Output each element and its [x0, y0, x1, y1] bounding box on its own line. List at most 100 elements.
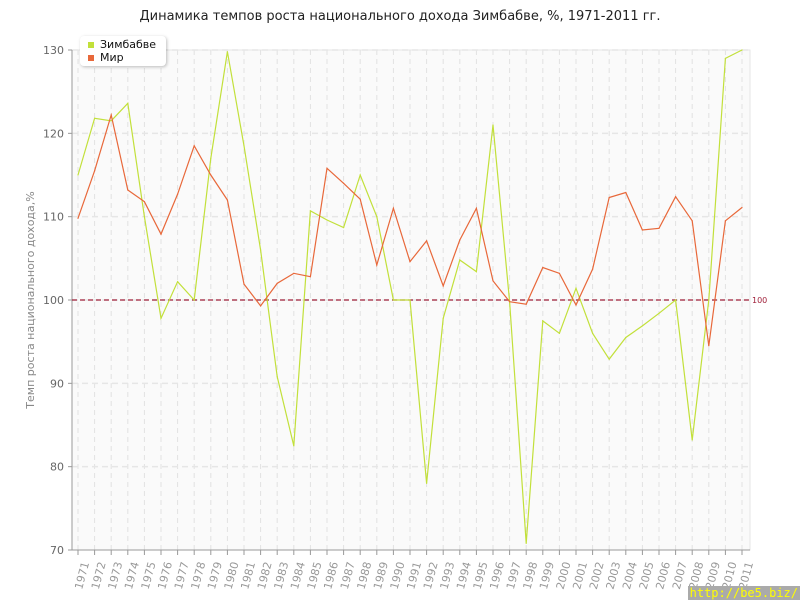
- data-point: [160, 317, 162, 319]
- y-tick-label: 130: [43, 44, 64, 57]
- data-point: [293, 272, 295, 274]
- data-point: [509, 301, 511, 303]
- data-point: [691, 439, 693, 441]
- data-point: [177, 193, 179, 195]
- data-point: [127, 102, 129, 104]
- reference-line-label: 100: [752, 296, 767, 305]
- data-point: [326, 167, 328, 169]
- legend-label: Мир: [100, 51, 124, 64]
- data-point: [558, 272, 561, 274]
- data-point: [724, 220, 727, 222]
- data-point: [575, 304, 577, 306]
- data-point: [459, 239, 461, 241]
- y-tick-label: 70: [50, 544, 64, 557]
- data-point: [309, 210, 311, 212]
- y-tick-label: 80: [50, 461, 64, 474]
- data-point: [442, 317, 444, 319]
- data-point: [210, 174, 212, 176]
- data-point: [741, 206, 743, 209]
- data-point: [608, 358, 610, 360]
- legend-item-world[interactable]: Мир: [88, 51, 124, 64]
- data-point: [243, 145, 245, 147]
- data-point: [160, 233, 162, 235]
- data-point: [276, 376, 278, 378]
- data-point: [525, 542, 527, 544]
- data-point: [724, 57, 727, 59]
- data-point: [276, 282, 278, 284]
- data-point: [459, 259, 461, 261]
- data-point: [525, 303, 527, 305]
- data-point: [77, 174, 79, 176]
- data-point: [392, 207, 394, 209]
- data-point: [542, 320, 544, 322]
- data-point: [592, 332, 594, 334]
- data-point: [94, 117, 96, 119]
- data-point: [210, 157, 212, 159]
- data-point: [492, 280, 494, 282]
- data-point: [193, 299, 195, 301]
- data-point: [326, 219, 328, 221]
- data-point: [343, 226, 345, 229]
- data-point: [77, 217, 79, 219]
- data-point: [741, 49, 743, 51]
- data-point: [409, 261, 411, 263]
- data-point: [359, 174, 361, 176]
- data-point: [442, 285, 444, 287]
- y-tick-label: 120: [43, 127, 64, 140]
- y-tick-label: 110: [43, 211, 64, 224]
- legend: Зимбабве Мир: [80, 36, 166, 66]
- y-tick-label: 90: [50, 377, 64, 390]
- data-point: [658, 312, 660, 314]
- data-point: [492, 124, 494, 126]
- data-point: [658, 227, 660, 229]
- watermark[interactable]: http://be5.biz/: [687, 586, 800, 600]
- data-point: [226, 51, 228, 53]
- data-point: [309, 276, 311, 278]
- data-point: [475, 271, 477, 273]
- data-point: [94, 170, 96, 172]
- data-point: [376, 264, 378, 266]
- data-point: [708, 299, 710, 301]
- data-point: [409, 299, 411, 301]
- data-point: [243, 283, 245, 285]
- legend-label: Зимбабве: [100, 38, 157, 51]
- legend-item-zimbabwe[interactable]: Зимбабве: [88, 38, 156, 51]
- data-point: [293, 445, 295, 447]
- data-point: [110, 114, 112, 116]
- data-point: [475, 207, 477, 209]
- data-point: [625, 336, 627, 339]
- y-axis-label: Темп роста национального дохода,%: [24, 191, 37, 409]
- data-point: [708, 345, 710, 347]
- data-point: [110, 120, 112, 122]
- data-point: [641, 229, 644, 231]
- data-point: [143, 201, 145, 203]
- data-point: [359, 198, 361, 200]
- data-point: [641, 325, 644, 327]
- chart-title: Динамика темпов роста национального дохо…: [139, 9, 661, 24]
- data-point: [226, 199, 228, 201]
- data-point: [575, 287, 577, 289]
- legend-swatch: [88, 54, 94, 61]
- data-point: [260, 249, 262, 251]
- data-point: [608, 196, 610, 199]
- data-point: [542, 266, 544, 269]
- data-point: [625, 191, 627, 194]
- data-point: [193, 145, 195, 147]
- legend-swatch: [88, 41, 94, 48]
- data-point: [343, 182, 345, 184]
- data-point: [426, 240, 428, 242]
- y-tick-label: 100: [43, 294, 64, 307]
- data-point: [675, 196, 677, 198]
- data-point: [376, 216, 378, 218]
- data-point: [691, 220, 693, 222]
- data-point: [392, 299, 394, 301]
- data-point: [675, 299, 677, 301]
- data-point: [592, 268, 594, 270]
- data-point: [143, 216, 145, 218]
- data-point: [558, 332, 561, 334]
- data-point: [127, 189, 129, 191]
- data-point: [177, 281, 179, 283]
- data-point: [260, 305, 262, 307]
